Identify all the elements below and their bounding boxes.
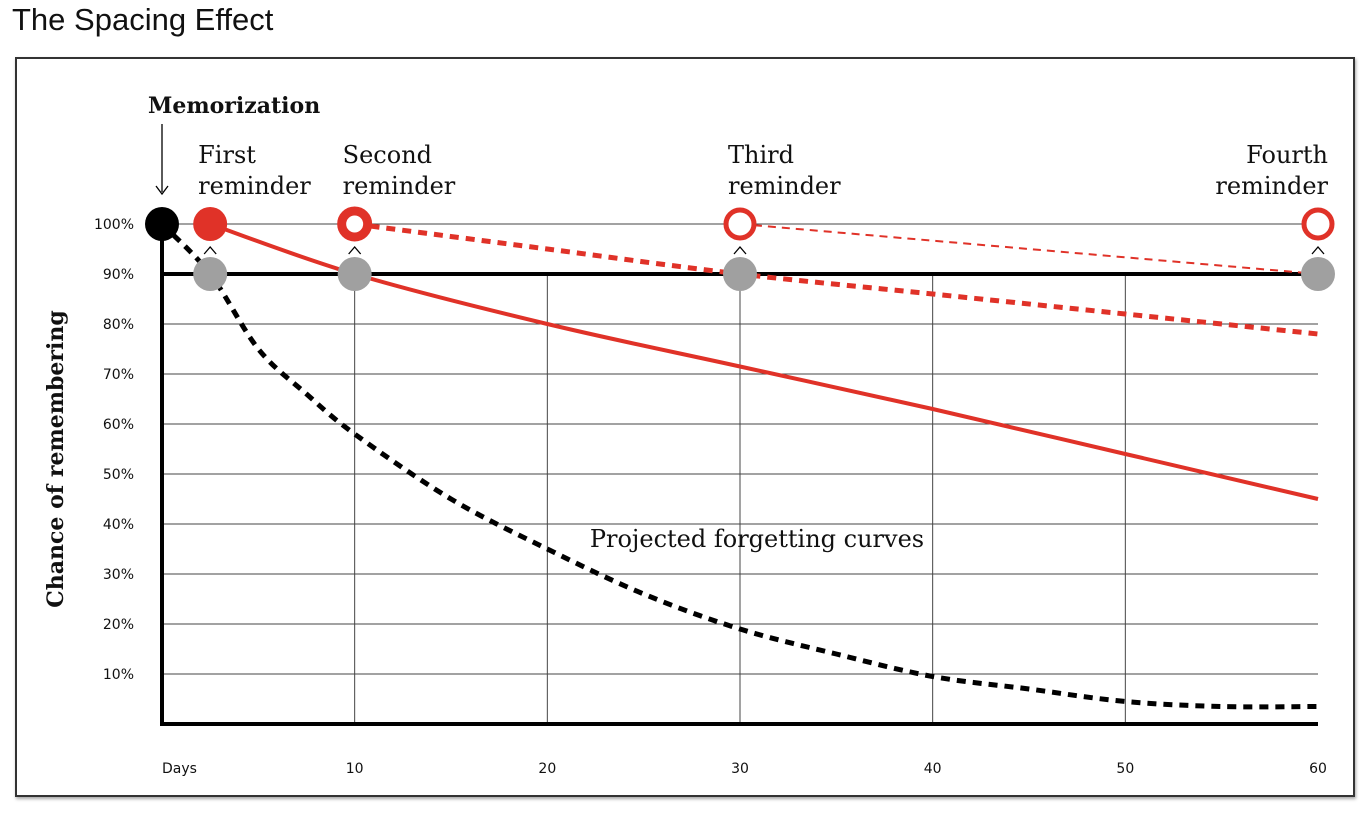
y-tick-label: 90% [103, 267, 134, 283]
y-tick-label: 40% [103, 517, 134, 533]
series-line [354, 221, 1319, 337]
threshold-point [1301, 257, 1335, 291]
memorization-point [145, 207, 179, 241]
page-title: The Spacing Effect [12, 2, 274, 37]
reminder-point [1301, 207, 1335, 241]
reminder-label: Second [343, 141, 432, 169]
y-tick-label: 70% [103, 367, 134, 383]
caret-marker [1311, 246, 1325, 255]
y-tick-label: 80% [103, 317, 134, 333]
x-origin-label: Days [162, 761, 197, 777]
curve-annotation: Projected forgetting curves [590, 525, 924, 553]
y-tick-label: 10% [103, 667, 134, 683]
y-tick-label: 20% [103, 617, 134, 633]
x-tick-label: 20 [538, 761, 556, 777]
threshold-point [193, 257, 228, 291]
y-tick-label: 50% [103, 467, 134, 483]
reminder-point [193, 207, 228, 241]
series-line [739, 223, 1319, 275]
memorization-arrowhead [155, 185, 169, 196]
y-axis-title: Chance of remembering [43, 310, 69, 607]
x-tick-label: 50 [1116, 761, 1134, 777]
x-tick-label: 40 [924, 761, 942, 777]
reminder-point [723, 207, 757, 241]
y-tick-label: 60% [103, 417, 134, 433]
y-tick-label: 100% [94, 217, 134, 233]
caret-marker [203, 246, 217, 255]
caret-marker [733, 246, 747, 255]
reminder-label: First [198, 141, 256, 169]
x-tick-label: 60 [1309, 761, 1327, 777]
chart-frame [15, 57, 1355, 797]
x-tick-label: 30 [731, 761, 749, 777]
caret-marker [348, 246, 362, 255]
reminder-label: reminder [343, 172, 456, 200]
threshold-point [723, 257, 757, 291]
series-line [209, 222, 1319, 501]
memorization-label: Memorization [148, 93, 320, 119]
threshold-point [337, 257, 372, 291]
reminder-point [337, 206, 373, 242]
x-tick-label: 10 [346, 761, 364, 777]
reminder-label: reminder [728, 172, 841, 200]
reminder-label: reminder [198, 172, 311, 200]
y-tick-label: 30% [103, 567, 134, 583]
reminder-label: Third [728, 141, 794, 169]
reminder-label: reminder [1215, 172, 1328, 200]
reminder-label: Fourth [1246, 141, 1328, 169]
